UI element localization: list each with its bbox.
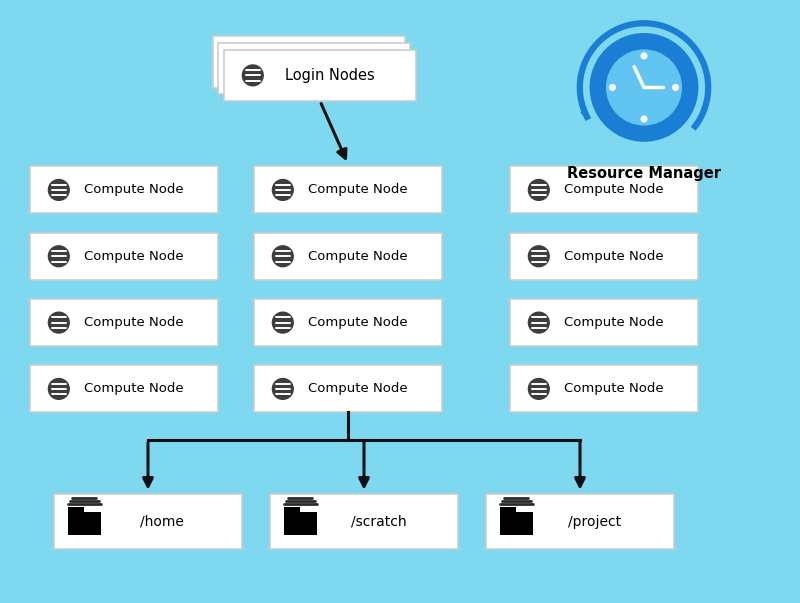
FancyBboxPatch shape xyxy=(54,494,242,549)
Circle shape xyxy=(528,312,549,333)
Circle shape xyxy=(641,115,647,122)
FancyBboxPatch shape xyxy=(30,365,218,412)
FancyBboxPatch shape xyxy=(213,36,405,87)
Circle shape xyxy=(272,246,293,267)
Text: Compute Node: Compute Node xyxy=(308,183,407,197)
FancyBboxPatch shape xyxy=(68,511,101,535)
FancyBboxPatch shape xyxy=(284,507,301,511)
Text: /home: /home xyxy=(141,514,184,529)
Text: Compute Node: Compute Node xyxy=(308,382,407,396)
Circle shape xyxy=(272,379,293,399)
Circle shape xyxy=(606,49,682,125)
FancyBboxPatch shape xyxy=(224,49,416,101)
Circle shape xyxy=(609,84,616,91)
Circle shape xyxy=(49,312,70,333)
Text: Compute Node: Compute Node xyxy=(84,183,183,197)
Circle shape xyxy=(49,246,70,267)
Circle shape xyxy=(49,180,70,200)
Text: Login Nodes: Login Nodes xyxy=(285,68,374,83)
FancyBboxPatch shape xyxy=(254,233,442,280)
FancyBboxPatch shape xyxy=(254,365,442,412)
Circle shape xyxy=(672,84,679,91)
FancyBboxPatch shape xyxy=(510,365,698,412)
Text: Compute Node: Compute Node xyxy=(564,316,663,329)
FancyBboxPatch shape xyxy=(30,299,218,346)
Circle shape xyxy=(49,379,70,399)
Text: Compute Node: Compute Node xyxy=(84,316,183,329)
Text: Compute Node: Compute Node xyxy=(84,382,183,396)
FancyBboxPatch shape xyxy=(500,511,533,535)
FancyBboxPatch shape xyxy=(500,507,517,511)
Text: Compute Node: Compute Node xyxy=(308,316,407,329)
FancyBboxPatch shape xyxy=(218,43,410,94)
Circle shape xyxy=(272,312,293,333)
Text: Compute Node: Compute Node xyxy=(564,382,663,396)
Circle shape xyxy=(528,379,549,399)
Circle shape xyxy=(272,180,293,200)
Circle shape xyxy=(528,180,549,200)
Text: Compute Node: Compute Node xyxy=(308,250,407,263)
Circle shape xyxy=(528,246,549,267)
FancyBboxPatch shape xyxy=(254,166,442,213)
FancyBboxPatch shape xyxy=(510,166,698,213)
FancyBboxPatch shape xyxy=(270,494,458,549)
FancyBboxPatch shape xyxy=(510,233,698,280)
Text: /project: /project xyxy=(568,514,621,529)
FancyBboxPatch shape xyxy=(510,299,698,346)
Text: /scratch: /scratch xyxy=(350,514,406,529)
FancyBboxPatch shape xyxy=(68,507,85,511)
Circle shape xyxy=(242,65,263,86)
Text: Compute Node: Compute Node xyxy=(564,183,663,197)
Text: Resource Manager: Resource Manager xyxy=(567,166,721,182)
FancyBboxPatch shape xyxy=(30,233,218,280)
FancyBboxPatch shape xyxy=(254,299,442,346)
FancyBboxPatch shape xyxy=(284,511,317,535)
FancyBboxPatch shape xyxy=(486,494,674,549)
FancyBboxPatch shape xyxy=(30,166,218,213)
Circle shape xyxy=(590,33,698,142)
Text: Compute Node: Compute Node xyxy=(564,250,663,263)
Text: Compute Node: Compute Node xyxy=(84,250,183,263)
Circle shape xyxy=(641,52,647,60)
